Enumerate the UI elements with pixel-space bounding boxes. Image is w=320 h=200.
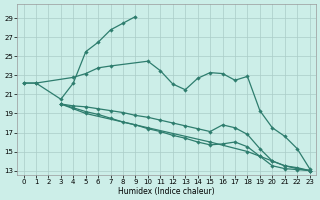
X-axis label: Humidex (Indice chaleur): Humidex (Indice chaleur) (118, 187, 215, 196)
